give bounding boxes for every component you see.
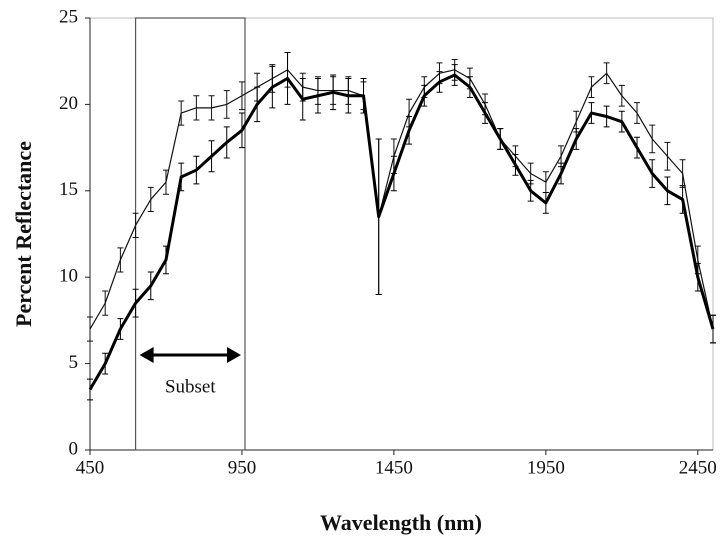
y-tick-label: 25 xyxy=(59,6,78,27)
y-tick-label: 15 xyxy=(59,179,78,200)
x-axis-label: Wavelength (nm) xyxy=(320,510,482,535)
error-bar xyxy=(87,378,93,401)
series-line xyxy=(88,73,715,391)
x-tick-label: 950 xyxy=(228,457,257,478)
x-tick-label: 1950 xyxy=(527,457,565,478)
y-tick-label: 10 xyxy=(59,266,78,287)
annotation: Subset xyxy=(165,376,216,397)
y-axis-label: Percent Reflectance xyxy=(11,141,36,327)
y-tick-label: 20 xyxy=(59,93,78,114)
y-tick-label: 0 xyxy=(69,438,79,459)
y-tick-label: 5 xyxy=(69,352,79,373)
series-line xyxy=(89,69,714,330)
x-tick-label: 450 xyxy=(76,457,105,478)
x-tick-label: 1450 xyxy=(375,457,413,478)
x-tick-label: 2450 xyxy=(679,457,717,478)
